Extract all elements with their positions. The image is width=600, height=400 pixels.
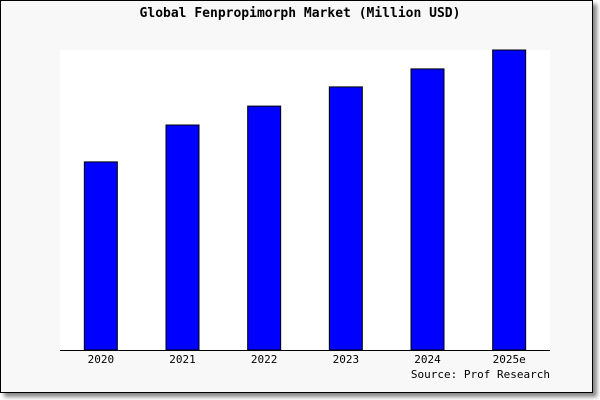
x-tick-label: 2024 — [414, 353, 441, 366]
x-tick-label: 2023 — [333, 353, 360, 366]
source-annotation: Source: Prof Research — [410, 368, 550, 381]
bar-2025e — [492, 49, 527, 351]
x-tick-label: 2022 — [251, 353, 278, 366]
bar-2021 — [165, 124, 200, 351]
chart-title: Global Fenpropimorph Market (Million USD… — [139, 6, 461, 21]
x-tick-label: 2025e — [493, 353, 526, 366]
plot-area — [60, 50, 550, 350]
bar-2023 — [328, 86, 363, 351]
x-tick-label: 2020 — [88, 353, 115, 366]
bar-2020 — [83, 161, 118, 351]
bar-2024 — [410, 68, 445, 351]
bar-2022 — [247, 105, 282, 351]
x-tick-label: 2021 — [169, 353, 196, 366]
